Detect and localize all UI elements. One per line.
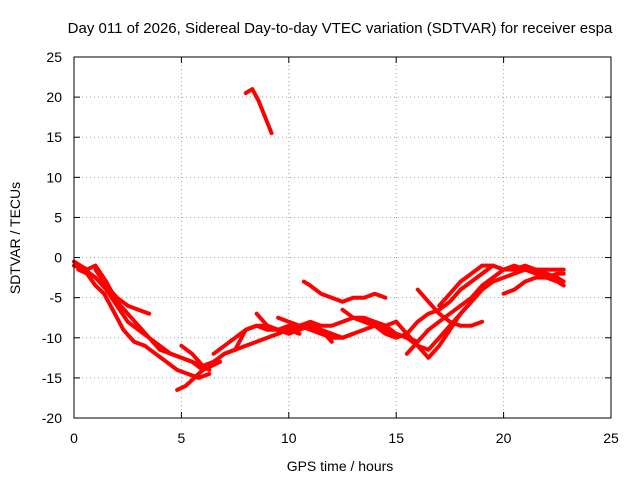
series-line [93,267,152,316]
series-line [437,263,566,308]
y-tick-label: -20 [42,410,62,426]
series-line [233,323,334,352]
y-tick-label: 20 [46,89,62,105]
y-tick-label: 0 [54,250,62,266]
series-line [404,267,506,356]
y-tick-label: -15 [42,370,62,386]
y-tick-label: 15 [46,129,62,145]
series-line [501,275,566,296]
y-tick-label: 10 [46,169,62,185]
x-tick-label: 25 [603,430,619,446]
x-axis-ticks: 0 5 10 15 20 25 [70,57,619,446]
series-line [175,359,223,392]
y-tick-label: 25 [46,49,62,65]
x-axis-label: GPS time / hours [287,458,394,474]
series-line [243,87,274,136]
y-axis-label: SDTVAR / TECUs [7,182,23,294]
chart-title: Day 011 of 2026, Sidereal Day-to-day VTE… [68,20,613,37]
data-series [72,87,566,392]
series-line [372,287,485,352]
series-line [76,267,212,380]
y-tick-label: 5 [54,209,62,225]
series-line [394,267,566,360]
y-tick-label: -10 [42,330,62,346]
y-axis-ticks: -20 -15 -10 -5 0 5 10 15 20 25 [42,49,611,426]
x-tick-label: 0 [70,430,78,446]
series-line [415,287,485,328]
y-tick-label: -5 [50,290,63,306]
plot-frame [73,56,612,419]
x-tick-label: 10 [281,430,297,446]
x-tick-label: 15 [388,430,404,446]
x-tick-label: 5 [178,430,186,446]
series-line [301,279,388,304]
x-tick-label: 20 [496,430,512,446]
gridlines [74,57,611,418]
series-line [179,327,302,368]
